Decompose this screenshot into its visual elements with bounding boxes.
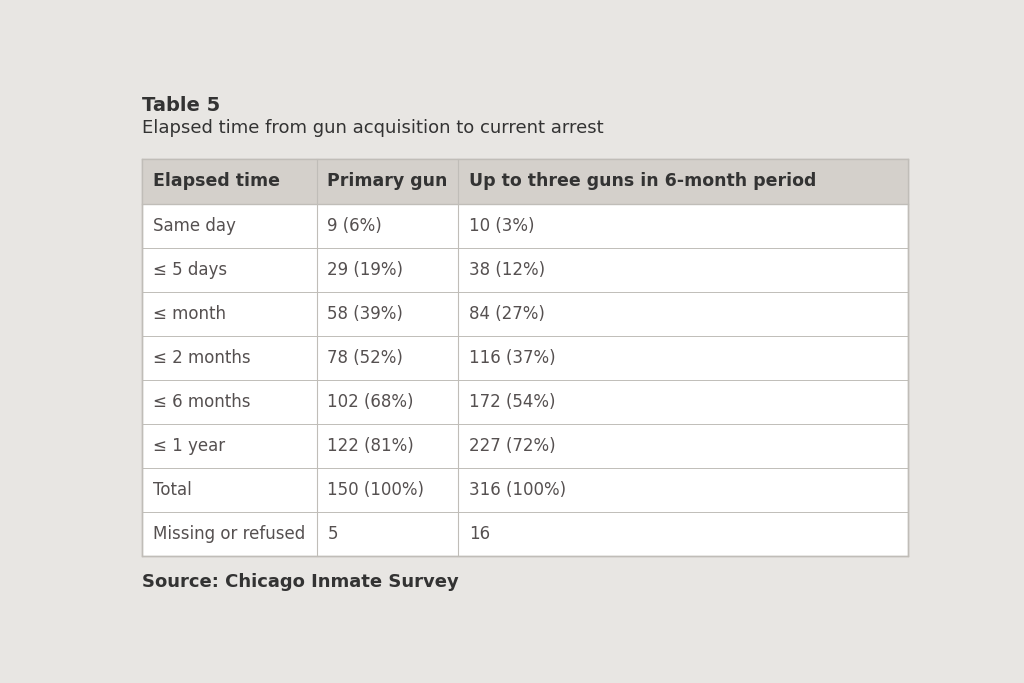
Text: ≤ month: ≤ month: [153, 305, 226, 322]
Text: 150 (100%): 150 (100%): [328, 481, 424, 499]
Text: ≤ 6 months: ≤ 6 months: [153, 393, 250, 410]
Text: Same day: Same day: [153, 217, 236, 235]
Text: 102 (68%): 102 (68%): [328, 393, 414, 410]
Text: 10 (3%): 10 (3%): [469, 217, 535, 235]
Text: 172 (54%): 172 (54%): [469, 393, 556, 410]
Text: 29 (19%): 29 (19%): [328, 261, 403, 279]
Text: Missing or refused: Missing or refused: [153, 525, 305, 542]
Text: 316 (100%): 316 (100%): [469, 481, 566, 499]
Text: 38 (12%): 38 (12%): [469, 261, 545, 279]
Bar: [142, 159, 907, 555]
Text: ≤ 1 year: ≤ 1 year: [153, 436, 225, 455]
Text: Source: Chicago Inmate Survey: Source: Chicago Inmate Survey: [142, 573, 459, 591]
Text: 122 (81%): 122 (81%): [328, 436, 414, 455]
Text: Elapsed time from gun acquisition to current arrest: Elapsed time from gun acquisition to cur…: [142, 119, 603, 137]
Text: Table 5: Table 5: [142, 96, 220, 115]
Text: 116 (37%): 116 (37%): [469, 348, 556, 367]
Text: Total: Total: [153, 481, 191, 499]
Text: ≤ 5 days: ≤ 5 days: [153, 261, 227, 279]
Text: 78 (52%): 78 (52%): [328, 348, 403, 367]
Bar: [142, 159, 907, 204]
Text: Up to three guns in 6-month period: Up to three guns in 6-month period: [469, 172, 816, 191]
Text: 16: 16: [469, 525, 490, 542]
Text: 84 (27%): 84 (27%): [469, 305, 545, 322]
Text: Elapsed time: Elapsed time: [153, 172, 280, 191]
Text: 5: 5: [328, 525, 338, 542]
Text: Primary gun: Primary gun: [328, 172, 447, 191]
Text: ≤ 2 months: ≤ 2 months: [153, 348, 251, 367]
Text: 227 (72%): 227 (72%): [469, 436, 556, 455]
Text: 58 (39%): 58 (39%): [328, 305, 403, 322]
Text: 9 (6%): 9 (6%): [328, 217, 382, 235]
